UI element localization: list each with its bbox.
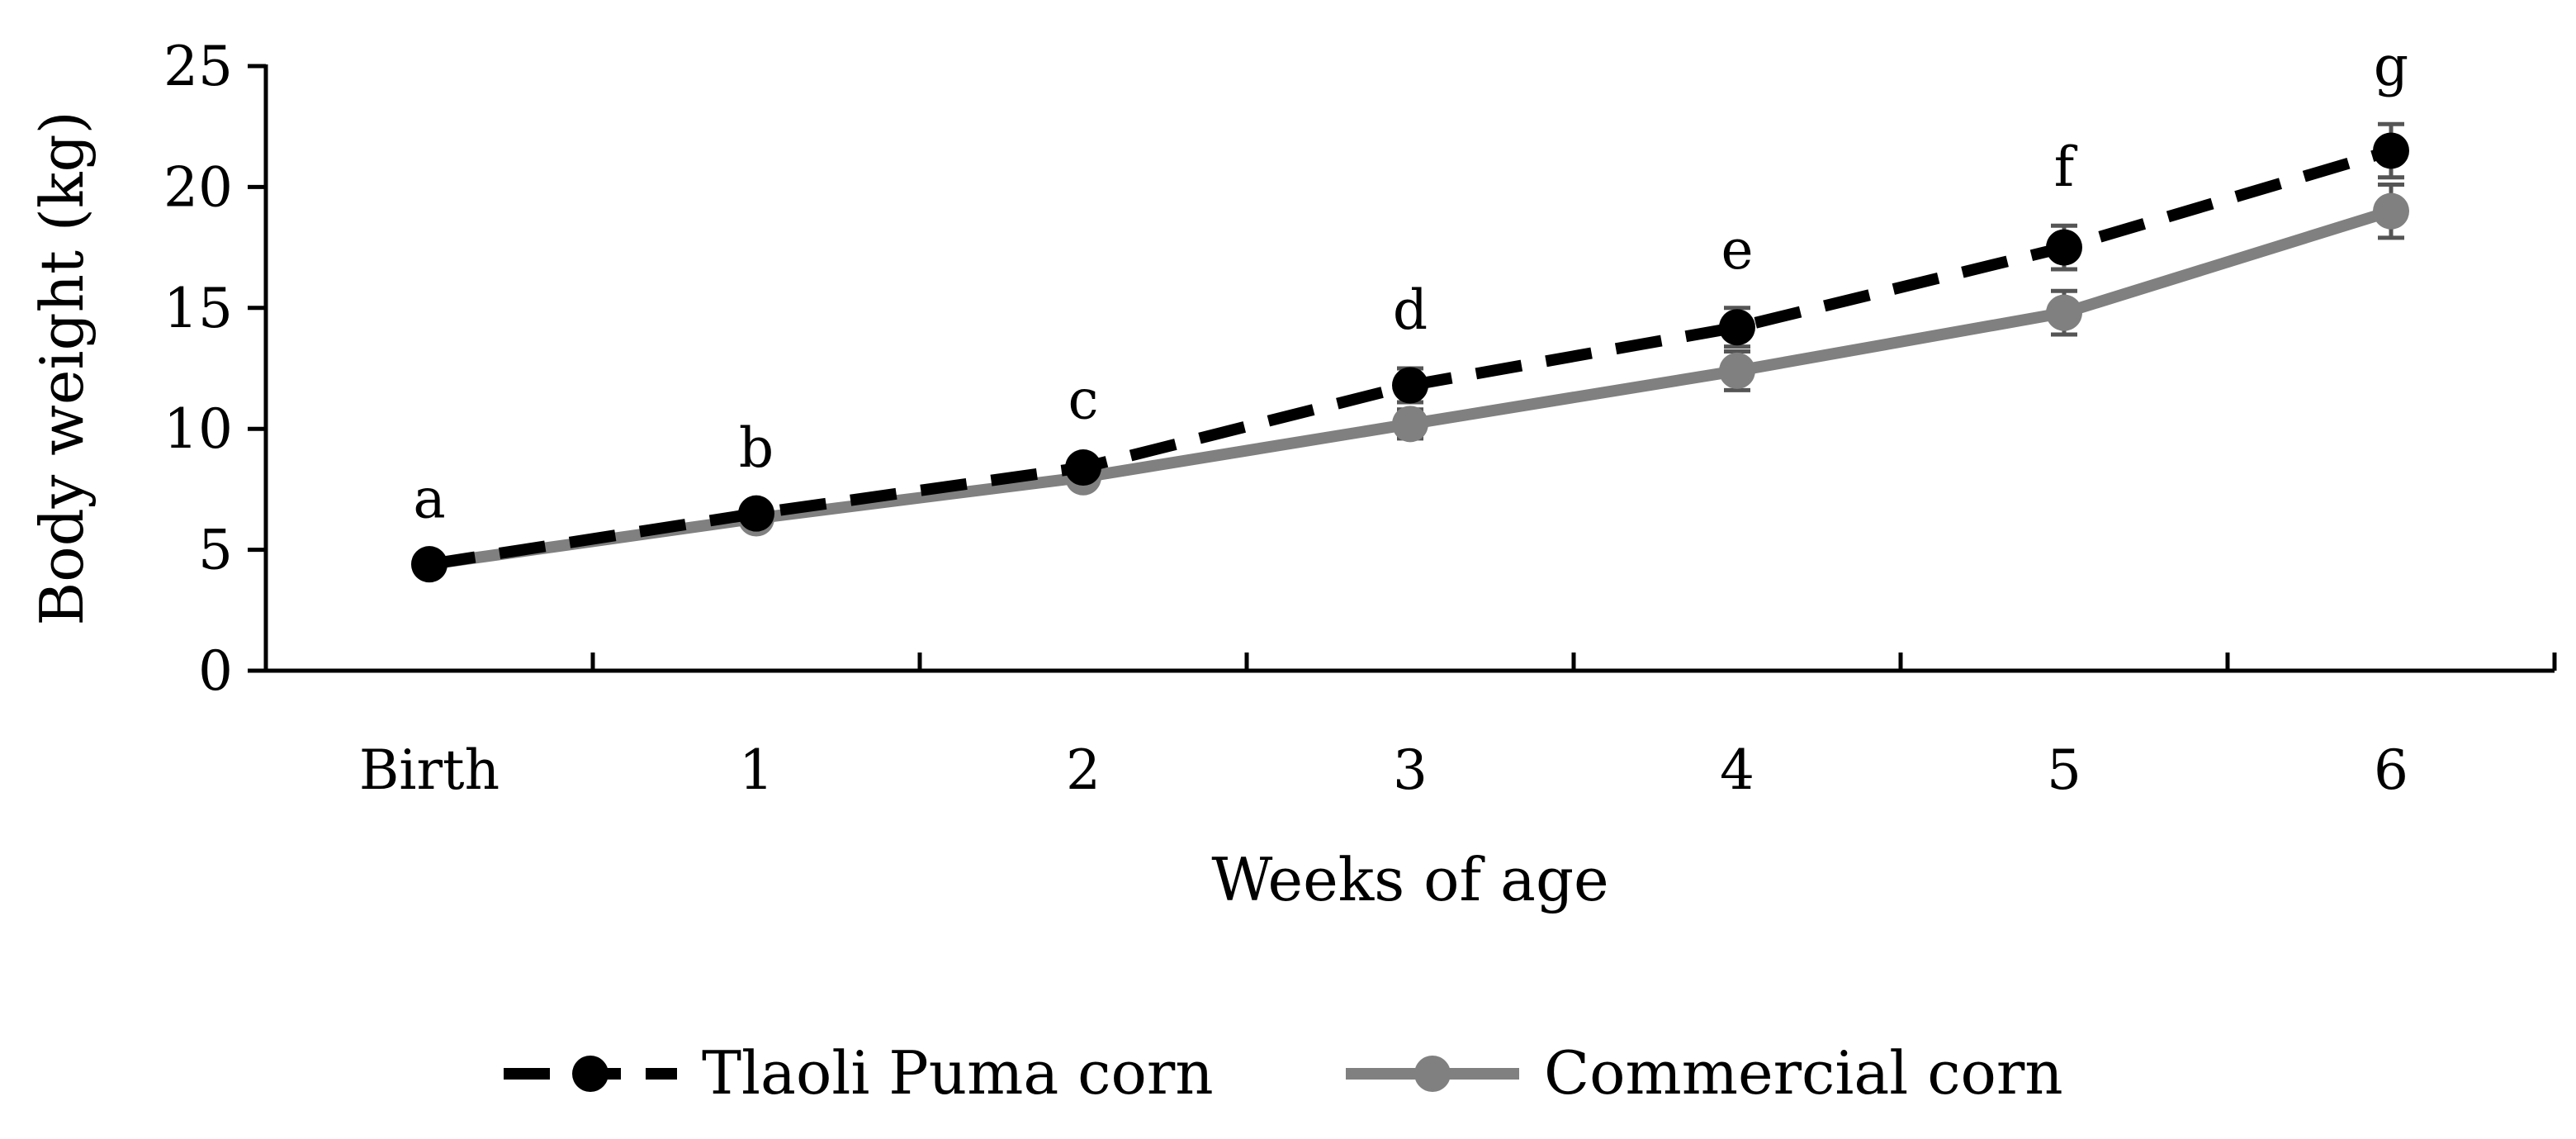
point-letter-labels: a b c d e f g [413,34,2408,530]
series-layer [411,121,2409,583]
y-tick-label: 25 [163,35,233,98]
data-point [1719,352,1755,389]
point-letter-label: c [1068,368,1099,431]
y-tick-label: 5 [198,519,233,582]
y-tick-label: 10 [163,397,233,461]
legend: Tlaoli Puma corn Commercial corn [504,1038,2063,1108]
data-point [2046,294,2082,331]
x-tick-label: 1 [739,738,774,802]
x-tick-label: 3 [1393,738,1428,802]
point-letter-label: d [1393,278,1428,342]
x-tick-label: 5 [2047,738,2081,802]
x-tick-label: 2 [1066,738,1101,802]
x-tick-label: Birth [359,738,500,802]
data-point [1719,309,1755,346]
y-tick-label: 15 [163,277,233,340]
x-tick-label: 6 [2374,738,2408,802]
y-tick-label: 20 [163,155,233,219]
data-point [738,495,774,532]
legend-label: Commercial corn [1544,1038,2063,1108]
point-letter-label: f [2054,135,2078,199]
point-letter-label: e [1721,218,1753,282]
data-point [1392,367,1428,404]
x-tick-label: 4 [1720,738,1754,802]
legend-item: Commercial corn [1346,1038,2063,1108]
series-line [428,145,2393,571]
y-axis-title: Body weight (kg) [27,111,97,625]
data-point [2373,192,2409,230]
x-axis-title: Weeks of age [1211,845,1608,914]
legend-label: Tlaoli Puma corn [702,1038,1214,1108]
data-point [2046,229,2082,266]
point-letter-label: g [2374,34,2408,97]
y-tick-label: 0 [198,639,233,703]
data-point [1065,449,1101,486]
point-letter-label: b [739,416,774,480]
data-point [411,546,447,583]
legend-swatch-marker [572,1056,608,1092]
legend-item: Tlaoli Puma corn [504,1038,1214,1108]
plot-area: 0 5 10 15 20 25 Birth 1 2 3 4 5 6 a b c d e f g [163,34,2557,802]
x-axis-ticks: Birth 1 2 3 4 5 6 [359,653,2557,802]
point-letter-label: a [413,467,445,530]
data-point [2373,132,2409,169]
y-axis-ticks: 0 5 10 15 20 25 [163,35,266,703]
legend-swatch-marker [1414,1056,1451,1092]
series-tlaoli-puma-corn [411,121,2409,583]
data-point [1392,406,1428,443]
